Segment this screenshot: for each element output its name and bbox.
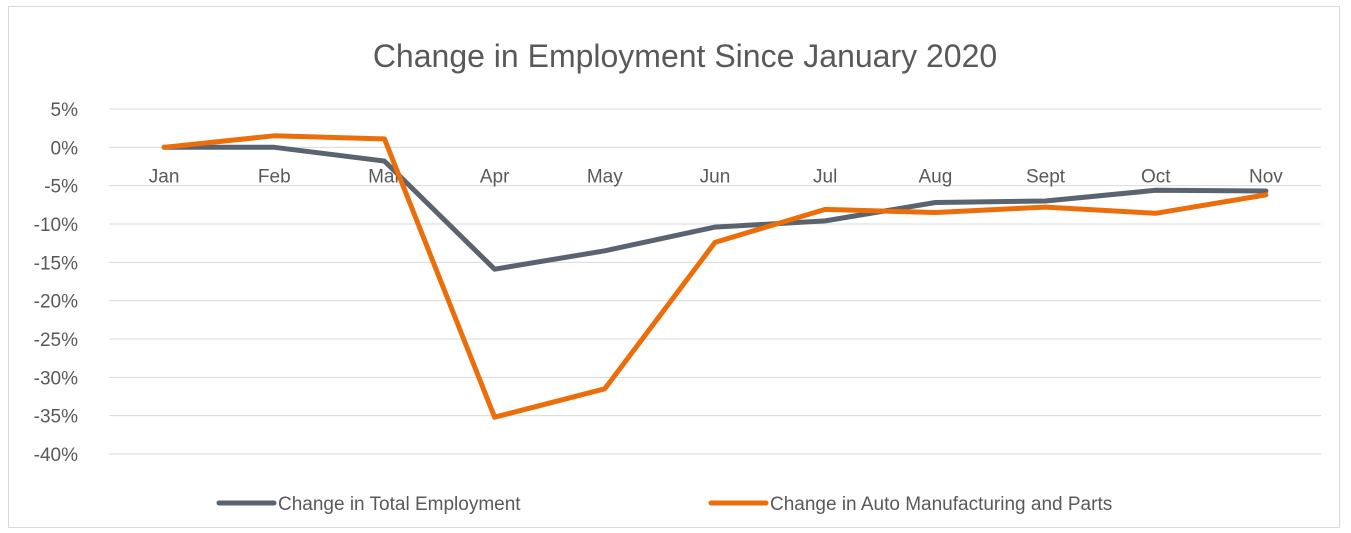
y-tick-label: -15% [34, 253, 78, 274]
y-tick-label: -40% [34, 445, 78, 466]
x-tick-label: May [587, 166, 623, 187]
y-tick-label: -20% [34, 292, 78, 313]
y-tick-label: 5% [51, 100, 79, 121]
y-tick-label: -35% [34, 407, 78, 428]
legend-label: Change in Auto Manufacturing and Parts [770, 494, 1112, 515]
y-tick-label: 0% [51, 138, 79, 159]
legend-label: Change in Total Employment [278, 494, 521, 515]
x-tick-label: Apr [480, 166, 510, 187]
series-lines [161, 133, 1269, 420]
gridlines [109, 108, 1321, 455]
legend: Change in Total Employment Change in Auto… [216, 494, 1112, 515]
x-tick-label: Feb [258, 166, 291, 187]
x-tick-label: Jun [700, 166, 731, 187]
line-chart: Change in Employment Since January 2020 … [34, 38, 1321, 515]
y-tick-label: -25% [34, 330, 78, 351]
x-axis-ticks: Jan Feb Mar Apr May Jun Jul Aug Sept Oct Nov [149, 166, 1284, 187]
y-tick-label: -30% [34, 368, 78, 389]
x-tick-label: Jan [149, 166, 180, 187]
x-tick-label: Jul [813, 166, 837, 187]
chart-title: Change in Employment Since January 2020 [373, 38, 997, 74]
x-tick-label: Aug [918, 166, 952, 187]
y-tick-label: -5% [44, 177, 78, 198]
y-tick-label: -10% [34, 215, 78, 236]
series-line-2 [161, 133, 1269, 420]
x-tick-label: Oct [1141, 166, 1171, 187]
chart-frame: Change in Employment Since January 2020 … [8, 6, 1340, 528]
x-tick-label: Nov [1249, 166, 1283, 187]
series-line-1 [161, 144, 1269, 272]
y-axis-ticks: 5% 0% -5% -10% -15% -20% -25% -30% -35% -40% [34, 100, 78, 466]
x-tick-label: Sept [1026, 166, 1066, 187]
